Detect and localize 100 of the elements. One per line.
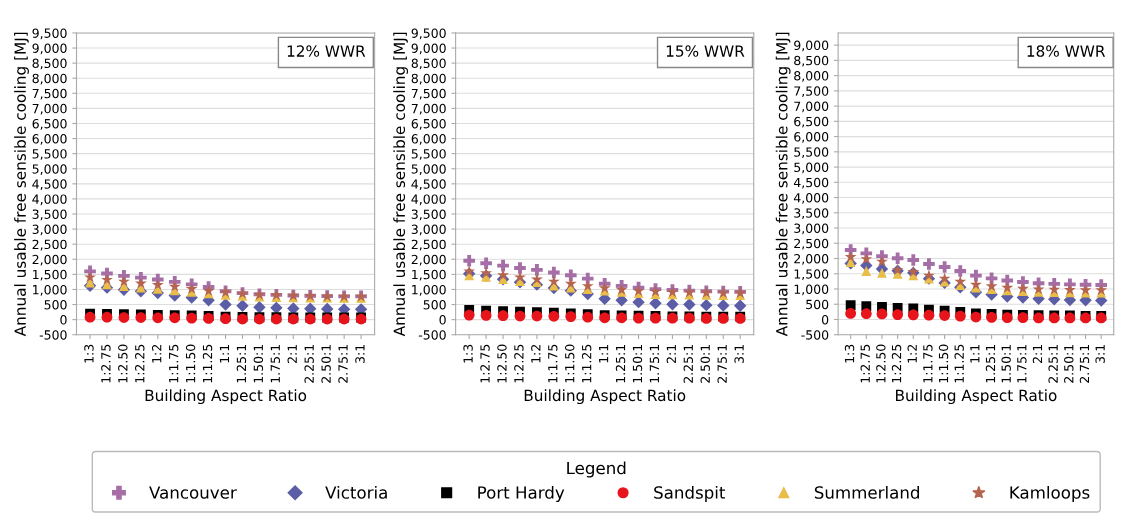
x-tick-label: 1:2.50 — [118, 344, 128, 383]
x-tick-label: 1.50:1 — [632, 344, 643, 383]
y-tick-label: 2,000 — [794, 253, 829, 265]
x-tick-label: 2:1 — [287, 344, 297, 363]
x-tick-label: 1.25:1 — [236, 344, 247, 383]
x-tick-label: 1:1.75 — [548, 344, 558, 383]
y-tick-label: 5,000 — [794, 162, 829, 174]
x-tick-label: 1:2 — [151, 345, 162, 363]
y-tick-label: -500 — [801, 330, 829, 340]
x-tick-label: 2.25:1 — [1048, 344, 1058, 383]
y-tick-label: 500 — [423, 300, 446, 310]
y-tick-label: 2,500 — [411, 239, 446, 251]
x-tick-label: 1:1.75 — [169, 344, 179, 383]
x-tick-label: 1:3 — [84, 344, 94, 363]
y-tick-label: 7,500 — [32, 88, 67, 100]
y-tick-label: 1,000 — [33, 284, 67, 296]
x-tick-label: 1:1 — [599, 344, 609, 363]
y-tick-label: 3,500 — [411, 209, 446, 221]
y-tick-label: 6,500 — [32, 118, 67, 130]
y-tick-label: 8,000 — [411, 73, 446, 85]
x-tick-label: 1.50:1 — [253, 344, 264, 383]
x-tick-label: 1:1.50 — [938, 344, 949, 383]
y-tick-label: 6,500 — [794, 116, 829, 128]
y-tick-label: 2,000 — [411, 254, 446, 266]
x-tick-label: 2:1 — [666, 344, 676, 363]
y-tick-label: 6,000 — [794, 132, 829, 143]
y-axis-title: Annual usable free sensible cooling [MJ] — [775, 32, 791, 337]
y-tick-label: 4,500 — [32, 179, 67, 191]
y-tick-label: 6,500 — [411, 118, 446, 130]
x-tick-label: 1:1.50 — [564, 344, 575, 383]
legend-label: Kamloops — [1010, 485, 1090, 503]
y-tick-label: 6,000 — [411, 134, 446, 145]
y-tick-label: 1,500 — [33, 269, 67, 281]
x-tick-label: 1.25:1 — [615, 344, 626, 383]
y-axis-title: Annual usable free sensible cooling [MJ] — [14, 32, 29, 337]
y-tick-label: 0 — [439, 315, 446, 325]
annotation: 12% WWR — [287, 45, 366, 57]
y-tick-label: 5,500 — [32, 149, 67, 160]
x-tick-label: 1:2.25 — [891, 344, 902, 383]
y-tick-label: -500 — [39, 330, 67, 340]
x-tick-label: 1:2.50 — [876, 344, 886, 383]
x-axis-title: Building Aspect Ratio — [896, 389, 1057, 405]
x-tick-label: 1:1.25 — [581, 344, 592, 383]
y-tick-label: 3,000 — [32, 224, 67, 236]
y-tick-label: 7,000 — [411, 103, 446, 115]
x-tick-label: 2.50:1 — [1064, 344, 1074, 383]
y-tick-label: 7,500 — [794, 86, 829, 98]
y-tick-label: 9,000 — [411, 43, 446, 55]
y-tick-label: 4,000 — [411, 194, 446, 206]
legend-label: Summerland — [814, 485, 919, 499]
x-tick-label: 3:1 — [734, 344, 744, 363]
y-tick-label: 1,500 — [412, 269, 446, 281]
y-tick-label: 500 — [806, 299, 829, 310]
x-tick-label: 1:3 — [844, 344, 855, 363]
x-tick-label: 1:1.50 — [185, 344, 196, 383]
x-tick-label: 1:2.75 — [480, 344, 490, 383]
annotation: 18% WWR — [1027, 45, 1106, 57]
legend-label: Port Hardy — [478, 485, 565, 503]
x-tick-label: 1:1.75 — [923, 344, 933, 383]
y-tick-label: 3,500 — [32, 209, 67, 221]
y-tick-label: 9,000 — [32, 43, 67, 55]
y-tick-label: -500 — [418, 330, 446, 340]
y-tick-label: 2,500 — [32, 239, 67, 251]
x-tick-label: 2.75:1 — [717, 344, 727, 383]
y-tick-label: 9,000 — [794, 40, 829, 52]
x-tick-label: 1:2.25 — [514, 344, 524, 383]
y-tick-label: 1,000 — [794, 284, 829, 296]
y-tick-label: 7,500 — [411, 88, 446, 100]
x-tick-label: 1:2.75 — [860, 344, 870, 383]
y-tick-label: 8,000 — [794, 71, 829, 82]
x-tick-label: 3:1 — [1095, 344, 1105, 363]
x-tick-label: 1:2 — [531, 345, 541, 363]
x-tick-label: 1:2 — [907, 345, 917, 363]
x-tick-label: 3:1 — [355, 344, 365, 363]
x-tick-label: 1.25:1 — [985, 344, 996, 383]
y-tick-label: 7,000 — [32, 103, 67, 115]
y-tick-label: 4,500 — [411, 179, 446, 191]
x-tick-label: 1:3 — [463, 344, 473, 363]
y-tick-label: 8,500 — [794, 55, 829, 67]
y-tick-label: 5,000 — [32, 164, 67, 175]
x-axis-title: Building Aspect Ratio — [524, 389, 686, 405]
x-tick-label: 2.25:1 — [683, 344, 694, 383]
y-tick-label: 3,500 — [794, 208, 829, 219]
x-axis-title: Building Aspect Ratio — [145, 389, 307, 405]
x-tick-label: 1:1 — [219, 344, 230, 363]
legend-label: Vancouver — [149, 486, 237, 499]
y-tick-label: 9,500 — [411, 28, 446, 40]
x-tick-label: 2.50:1 — [321, 344, 331, 383]
x-tick-label: 2.25:1 — [304, 344, 314, 383]
legend-title: Legend — [567, 461, 626, 478]
x-tick-label: 2.75:1 — [338, 344, 348, 383]
x-tick-label: 1:2.50 — [497, 344, 507, 383]
x-tick-label: 1:1.25 — [954, 344, 964, 383]
y-tick-label: 8,500 — [411, 58, 446, 70]
y-tick-label: 2,000 — [32, 254, 67, 266]
y-tick-label: 8,000 — [32, 73, 67, 85]
x-tick-label: 1:2.75 — [101, 344, 111, 383]
y-tick-label: 4,500 — [793, 177, 829, 189]
y-tick-label: 3,000 — [794, 223, 829, 235]
y-tick-label: 0 — [60, 315, 67, 325]
